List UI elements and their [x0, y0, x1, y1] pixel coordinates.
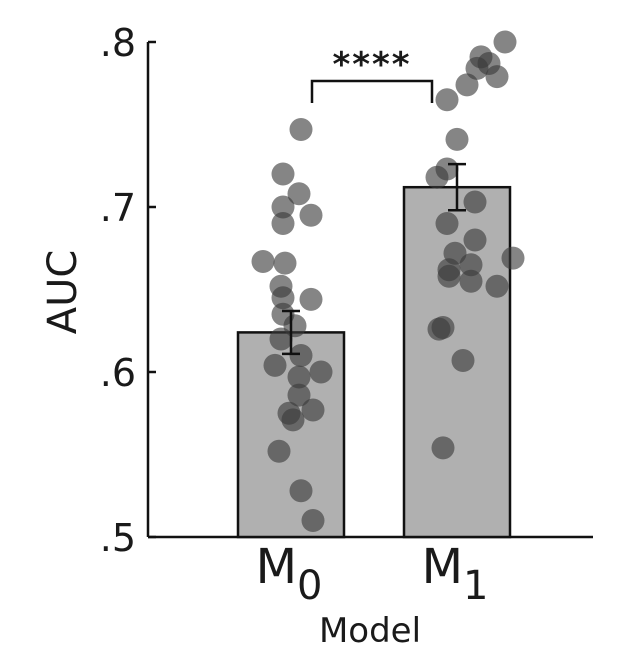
data-point [273, 251, 297, 275]
x-tick-labels: M0 M1 [256, 539, 489, 609]
data-point [463, 228, 487, 252]
y-ticks: .5 .6 .7 .8 [100, 21, 156, 560]
data-point [289, 479, 313, 503]
data-point [289, 344, 313, 367]
data-point [459, 269, 483, 293]
x-tick-subscript: 0 [297, 563, 322, 609]
data-point [271, 195, 295, 219]
y-tick-label: .5 [100, 516, 136, 560]
data-point [435, 212, 459, 235]
data-point [287, 365, 311, 389]
x-tick-base: M [256, 539, 297, 595]
data-point [287, 182, 311, 206]
y-tick-label: .7 [100, 186, 136, 230]
data-point [289, 117, 313, 141]
data-point [485, 65, 509, 89]
data-point [271, 286, 295, 310]
data-point [451, 348, 475, 372]
data-points [251, 30, 525, 532]
data-point [299, 287, 323, 311]
data-point [437, 264, 461, 288]
data-point [309, 360, 333, 384]
data-point [445, 127, 469, 151]
data-point [271, 162, 295, 186]
data-point [431, 436, 455, 460]
x-tick-subscript: 1 [463, 563, 488, 609]
data-point [485, 274, 509, 298]
data-point [263, 353, 287, 377]
data-point [301, 509, 325, 532]
data-point [465, 56, 489, 80]
data-point [251, 249, 275, 273]
data-point [435, 88, 459, 112]
x-axis-label: Model [319, 611, 421, 646]
data-point [301, 398, 325, 422]
data-point [425, 165, 449, 189]
y-tick-label: .6 [100, 351, 136, 395]
y-axis-label: AUC [40, 250, 86, 335]
x-tick-label: M1 [422, 539, 489, 609]
data-point [281, 408, 305, 432]
data-point [493, 30, 517, 54]
data-point [501, 246, 525, 270]
axes [146, 42, 593, 539]
significance-label: **** [332, 45, 411, 85]
data-point [455, 73, 479, 97]
significance-bracket: **** [310, 45, 434, 103]
significance-line [310, 79, 434, 103]
x-tick-base: M [422, 539, 463, 595]
data-point [271, 212, 295, 235]
data-point [463, 190, 487, 214]
data-point [287, 383, 311, 407]
error-bars [282, 162, 466, 356]
x-tick-label: M0 [256, 539, 323, 609]
data-point [459, 253, 483, 277]
data-point [267, 439, 291, 463]
data-point [427, 317, 451, 341]
y-tick-label: .8 [100, 21, 136, 65]
data-point [269, 327, 293, 351]
data-point [299, 203, 323, 227]
